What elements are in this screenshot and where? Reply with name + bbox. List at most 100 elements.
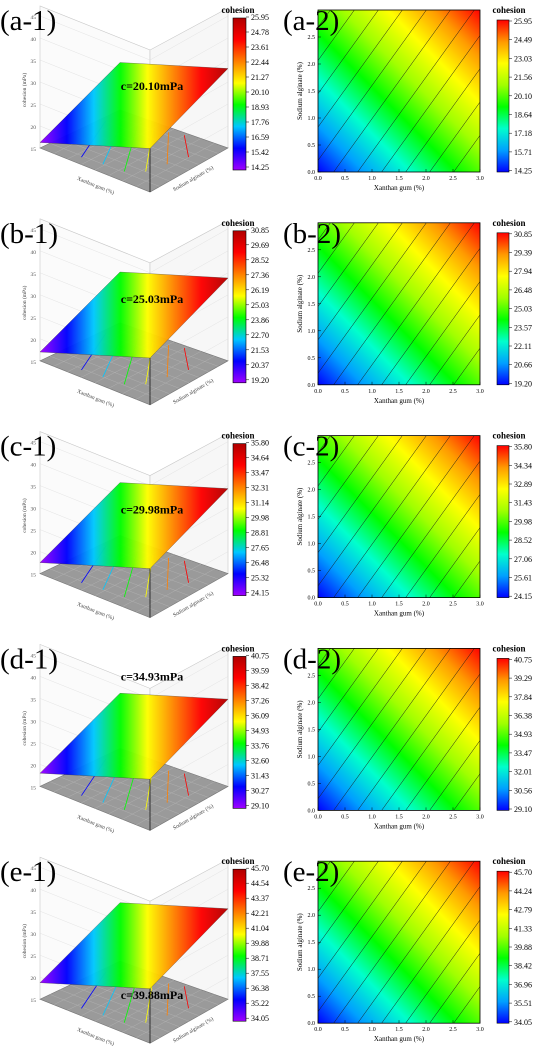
colorbar-title-2d: cohesion [492,856,525,866]
floor-contour-line [166,983,169,1016]
response-surface [39,693,229,780]
floor-contour-line [145,980,154,1023]
colorbar-tick-label-3d: 17.76 [251,118,269,127]
colorbar-tick-label-2d: 27.06 [514,555,532,564]
panel-label-left: (c-1) [0,431,56,463]
x-tick-label: 1.0 [368,176,376,182]
panel-row: 15 20 25 30 35 40 45 cohesion (mPa) Xanthan gum … [0,643,532,834]
x-tick-label: 0.5 [341,389,349,395]
x-tick-label: 0.5 [341,176,349,182]
colorbar-tick-label-2d: 32.89 [514,480,532,489]
colorbar-tick-label-3d: 14.25 [251,163,269,172]
floor-gridline [136,568,215,613]
colorbar-tick-label-2d: 23.57 [514,323,532,332]
colorbar-tick-label-2d: 36.38 [514,712,532,721]
colorbar-tick-label-3d: 24.78 [251,28,269,37]
x-tick-label: 3.0 [476,602,484,608]
contour-line [429,952,480,1024]
colorbar-tick-label-3d: 33.76 [251,741,269,750]
y-tick-label: 0.0 [308,1021,316,1027]
panel-row: 15 20 25 30 35 40 45 cohesion (mPa) Xanthan gum … [0,5,532,196]
colorbar-tick-label-3d: 43.37 [251,894,269,903]
panel-label-right: (e-2) [283,856,339,888]
colorbar-tick-label-3d: 36.38 [251,984,269,993]
colorbar-tick-label-2d: 15.71 [514,148,532,157]
floor-gridline [108,559,188,602]
floor-gridline [136,781,215,826]
x-axis-label-3d: Xanthan gum (%) [76,601,115,622]
x-tick-label: 0.0 [314,814,322,820]
colorbar-tick-label-2d: 29.98 [514,517,532,526]
wall-gridline [39,654,151,699]
y-tick-label: 2.0 [308,275,316,281]
colorbar-title-3d: cohesion [221,218,254,228]
y-tick-label: 1.0 [308,967,316,973]
colorbar-tick-label-2d: 19.20 [514,379,532,388]
y-tick-label: 2.0 [308,700,316,706]
x-tick-label: 3.0 [476,389,484,395]
colorbar-tick-label-2d: 30.56 [514,786,532,795]
floor-gridline [108,771,188,815]
y-tick-label: 2.0 [308,913,316,919]
z-tick-label: 15 [31,998,37,1004]
y-tick-label: 0.5 [308,994,316,1000]
panel-label-left: (e-1) [0,856,56,888]
floor-contour-line [183,560,189,583]
colorbar-title-3d: cohesion [221,431,254,441]
contour-line [453,347,480,385]
colorbar-tick-label-2d: 21.56 [514,73,532,82]
contour-plot-2d: 0.0 0.5 1.0 1.5 2.0 2.5 3.0 0.0 0.5 1.0 1.5 2.0 2.5 X… [283,218,532,405]
colorbar-tick-label-2d: 38.42 [514,962,532,971]
colorbar-tick-label-3d: 36.09 [251,711,269,720]
contour-line [333,222,451,385]
colorbar-tick-label-3d: 29.10 [251,801,269,810]
contour-line [318,222,355,274]
x-tick-label: 2.5 [449,176,457,182]
z-tick-label: 15 [31,147,37,153]
colorbar-tick-label-3d: 32.60 [251,756,269,765]
colorbar-tick-label-2d: 35.51 [514,999,532,1008]
z-tick-label: 45 [31,653,37,659]
contour-line [453,560,480,598]
colorbar-tick-label-2d: 30.85 [514,230,532,239]
colorbar-tick-label-3d: 45.70 [251,864,269,873]
x-axis-label-3d: Xanthan gum (%) [76,175,115,196]
y-tick-label: 2.5 [308,35,316,41]
colorbar-tick-label-3d: 35.22 [251,999,269,1008]
floor-contour-line [183,347,189,371]
surface-plot-3d: 15 20 25 30 35 40 45 cohesion (mPa) Xanthan gum … [0,431,269,622]
contour-line [318,648,403,766]
y-tick-label: 1.5 [308,515,316,521]
wall-gridline [39,441,151,486]
colorbar-tick-label-3d: 44.54 [251,879,269,888]
x-tick-label: 2.5 [449,389,457,395]
colorbar-tick-label-2d: 24.15 [514,592,532,601]
colorbar-tick-label-3d: 34.93 [251,726,269,735]
colorbar-tick-label-3d: 19.20 [251,376,269,385]
wall-gridline [149,441,229,486]
wall-gridline [149,867,229,912]
contour-line [318,435,427,587]
panel-row: 15 20 25 30 35 40 45 cohesion (mPa) Xanthan gum … [0,856,532,1047]
colorbar-3d [232,17,247,171]
contour-line [318,10,427,161]
surface-plot-3d: 15 20 25 30 35 40 45 cohesion (mPa) Xanthan gum … [0,643,269,834]
colorbar-title-2d: cohesion [492,431,525,441]
x-tick-label: 1.5 [395,176,403,182]
colorbar-tick-label-2d: 42.79 [514,906,532,915]
x-tick-label: 1.0 [368,814,376,820]
x-tick-label: 2.5 [449,1027,457,1033]
colorbar-title-2d: cohesion [492,218,525,228]
colorbar-tick-label-2d: 17.18 [514,129,532,138]
heatmap-fill [318,10,480,172]
response-surface [39,902,229,989]
y-tick-label: 0.5 [308,781,316,787]
contour-line [318,861,403,979]
wall-gridline [149,15,229,61]
z-axis-label: cohesion (mPa) [21,498,28,533]
response-surface [39,62,229,149]
contour-line [381,35,480,172]
z-axis-label: cohesion (mPa) [21,711,28,746]
response-surface [39,271,229,359]
contour-line [405,281,480,385]
